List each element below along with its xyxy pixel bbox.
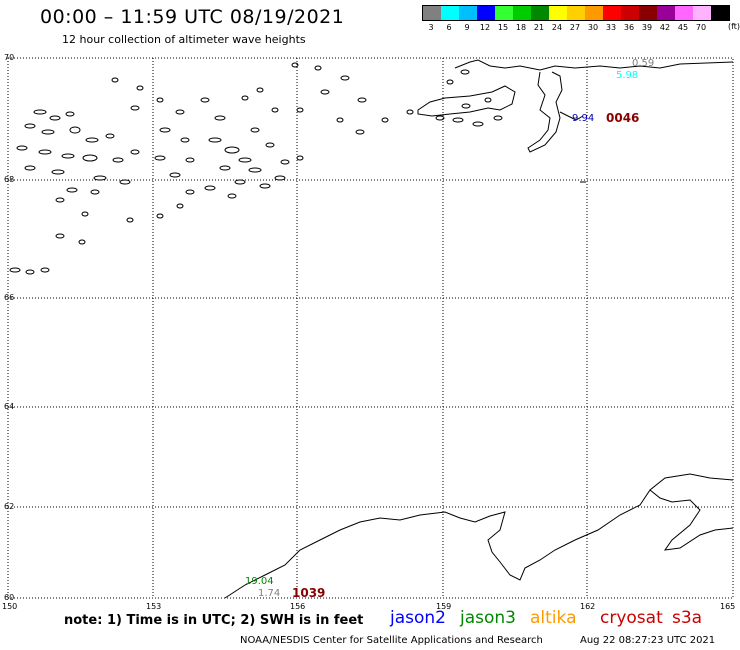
colorbar-label: 15 (497, 23, 509, 32)
colorbar-swatch (495, 6, 513, 20)
colorbar-swatch (567, 6, 585, 20)
colorbar-labels: 3 6 9 12 15 18 21 24 27 30 33 36 39 42 45 70 (422, 23, 730, 32)
colorbar-swatch (477, 6, 495, 20)
legend-jason3: jason3 (460, 608, 516, 628)
colorbar-swatch (603, 6, 621, 20)
colorbar-label: 30 (587, 23, 599, 32)
colorbar-swatch (441, 6, 459, 20)
colorbar-label: 36 (623, 23, 635, 32)
lon-label-165: 165 (720, 602, 736, 611)
colorbar-swatch (621, 6, 639, 20)
map-title: 00:00 – 11:59 UTC 08/19/2021 (40, 6, 345, 28)
lon-label-162: 162 (580, 602, 596, 611)
lon-label-150: 150 (2, 602, 18, 611)
colorbar-label: 9 (464, 23, 470, 32)
lat-label-62: 62 (4, 502, 15, 511)
colorbar-label: 3 (428, 23, 434, 32)
colorbar-swatch (711, 6, 729, 20)
legend-jason2: jason2 (390, 608, 446, 628)
pass-time: 1039 (292, 586, 326, 600)
gulf-coast (224, 473, 734, 599)
colorbar-swatch (675, 6, 693, 20)
peninsula-coast (417, 85, 516, 117)
swh-reading: 5.98 (616, 70, 639, 81)
legend-cryosat: cryosat (600, 608, 663, 628)
colorbar-swatch (549, 6, 567, 20)
map-subtitle: 12 hour collection of altimeter wave hei… (62, 33, 306, 46)
legend-altika: altika (530, 608, 577, 628)
colorbar-label: 21 (533, 23, 545, 32)
swh-reading: 19.04 (245, 576, 274, 587)
colorbar-label: 24 (551, 23, 563, 32)
footer-credit: NOAA/NESDIS Center for Satellite Applica… (240, 635, 543, 646)
east-coast (559, 111, 584, 121)
map-frame (7, 57, 734, 599)
lon-label-153: 153 (146, 602, 162, 611)
colorbar-swatch (693, 6, 711, 20)
wave-height-colorbar: 3 6 9 12 15 18 21 24 27 30 33 36 39 42 45 70 (ft) (422, 5, 740, 32)
colorbar-label: 45 (677, 23, 689, 32)
colorbar-label: 39 (641, 23, 653, 32)
peninsula-south (649, 489, 734, 551)
lat-label-70: 70 (4, 53, 15, 62)
colorbar-swatch (639, 6, 657, 20)
colorbar-label: 18 (515, 23, 527, 32)
colorbar-swatch (459, 6, 477, 20)
colorbar-unit: (ft) (728, 22, 740, 31)
swh-reading: 1.74 (258, 588, 281, 599)
northern-coast (454, 59, 734, 71)
colorbar-swatch (585, 6, 603, 20)
lat-label-64: 64 (4, 402, 15, 411)
coastline-south (224, 473, 734, 599)
pass-time: 0046 (606, 111, 640, 125)
colorbar-swatch (657, 6, 675, 20)
footer-timestamp: Aug 22 08:27:23 UTC 2021 (580, 635, 716, 646)
lake-outlines (9, 62, 503, 275)
lon-label-156: 156 (290, 602, 306, 611)
colorbar-swatch (513, 6, 531, 20)
map-grid (8, 57, 733, 598)
swh-reading: 9.94 (572, 113, 595, 124)
colorbar-swatch (531, 6, 549, 20)
colorbar-swatches (422, 5, 730, 21)
colorbar-label: 70 (695, 23, 707, 32)
lat-label-60: 60 (4, 593, 15, 602)
swh-reading: 0.59 (632, 58, 655, 69)
colorbar-label: 6 (446, 23, 452, 32)
colorbar-swatch (423, 6, 441, 20)
legend-s3a: s3a (672, 608, 703, 628)
colorbar-label: 33 (605, 23, 617, 32)
sound-coast (527, 71, 563, 153)
lat-label-66: 66 (4, 293, 15, 302)
colorbar-label: 42 (659, 23, 671, 32)
lat-label-68: 68 (4, 175, 15, 184)
units-note: note: 1) Time is in UTC; 2) SWH is in fe… (64, 613, 364, 628)
coastline-north (417, 59, 734, 183)
colorbar-label: 27 (569, 23, 581, 32)
lon-label-159: 159 (436, 602, 452, 611)
colorbar-label: 12 (479, 23, 491, 32)
